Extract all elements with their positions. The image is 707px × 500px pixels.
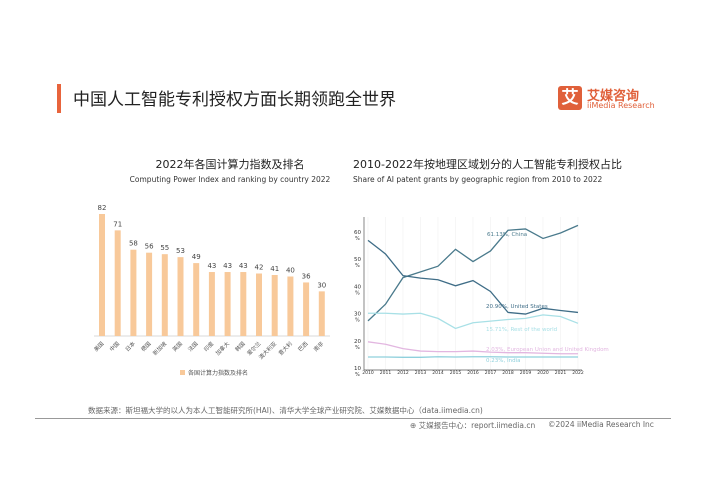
series-label: 2.03%, European Union and United Kingdom [486, 347, 609, 353]
y-tick-label: 50 [354, 257, 361, 263]
bar-value-label: 40 [286, 266, 295, 274]
globe-icon: ⊕ [410, 421, 419, 430]
bar-value-label: 58 [129, 240, 138, 248]
series-line [367, 224, 579, 322]
footer-report-text: 艾媒报告中心：report.iimedia.cn [418, 421, 536, 430]
bar [99, 214, 105, 336]
logo-text-cn: 艾媒咨询 [587, 89, 640, 104]
x-tick-label: 日本 [123, 339, 137, 353]
bar-value-label: 43 [223, 262, 232, 270]
bar [130, 249, 137, 336]
bar-value-label: 49 [192, 253, 201, 261]
bar-value-label: 41 [270, 265, 279, 273]
x-tick-label: 印度 [202, 339, 216, 353]
bar [303, 282, 310, 336]
bar-value-label: 30 [317, 281, 326, 289]
series-label: 15.71%, Rest of the world [486, 327, 557, 333]
x-tick-label: 南非 [312, 339, 326, 353]
line-chart-title: 2010-2022年按地理区域划分的人工智能专利授权占比 [353, 158, 622, 171]
x-tick-label: 2013 [415, 370, 427, 376]
y-tick-unit: % [355, 236, 360, 242]
y-tick-label: 20 [354, 339, 361, 345]
bar-chart-title: 2022年各国计算力指数及排名 [155, 158, 305, 171]
bar-value-label: 82 [98, 204, 107, 212]
x-tick-label: 加拿大 [214, 339, 232, 357]
x-tick-label: 韩国 [233, 339, 247, 353]
legend-label: 各国计算力指数及排名 [188, 369, 248, 377]
x-tick-label: 2011 [380, 370, 392, 376]
footer-copyright: ©2024 iiMedia Research Inc [548, 420, 654, 429]
series-label: 0.23%, India [486, 358, 520, 364]
y-tick-label: 60 [354, 230, 361, 236]
series-label: 20.90%, United States [486, 304, 548, 310]
logo-icon: 艾 [558, 86, 582, 110]
logo-text-en: iiMedia Research [587, 101, 655, 110]
bar [114, 230, 121, 336]
bar [287, 276, 294, 336]
y-tick-label: 30 [354, 312, 361, 318]
bar-chart-subtitle: Computing Power Index and ranking by cou… [129, 175, 331, 184]
x-tick-label: 美国 [92, 339, 106, 353]
bar-value-label: 55 [160, 244, 169, 252]
x-tick-label: 2012 [397, 370, 409, 376]
bar-value-label: 42 [255, 264, 264, 272]
series-line [367, 239, 579, 315]
y-tick-label: 10 [354, 366, 361, 372]
series-line [367, 341, 578, 355]
x-tick-label: 新加坡 [151, 339, 169, 357]
bar [161, 254, 168, 336]
x-tick-label: 2017 [485, 370, 497, 376]
bar [271, 275, 278, 336]
x-tick-label: 意大利 [276, 340, 293, 357]
footer-divider [35, 418, 671, 419]
x-tick-label: 2021 [555, 370, 567, 376]
bar [318, 291, 325, 336]
x-tick-label: 巴西 [297, 340, 310, 353]
x-tick-label: 2015 [450, 370, 462, 376]
bar-value-label: 71 [113, 220, 122, 228]
footer-report-link[interactable]: ⊕ 艾媒报告中心：report.iimedia.cn [410, 420, 535, 431]
x-tick-label: 法国 [186, 339, 200, 353]
bar [208, 272, 215, 336]
bar-value-label: 43 [239, 262, 248, 270]
bar [177, 257, 184, 336]
x-tick-label: 2018 [502, 370, 514, 376]
bar-value-label: 56 [145, 243, 154, 251]
y-tick-unit: % [355, 290, 360, 296]
x-tick-label: 2010 [362, 370, 374, 376]
bar-value-label: 43 [207, 262, 216, 270]
x-tick-label: 2020 [537, 370, 549, 376]
bar-value-label: 53 [176, 247, 185, 255]
x-tick-label: 2022 [572, 370, 584, 376]
y-tick-unit: % [355, 345, 360, 351]
series-line [368, 356, 578, 358]
series-label: 61.13%, China [487, 232, 527, 238]
x-tick-label: 2019 [520, 370, 532, 376]
x-tick-label: 中国 [108, 339, 122, 353]
title-accent-bar [57, 84, 61, 113]
source-note: 数据来源：斯坦福大学的以人为本人工智能研究所(HAI)、清华大学全球产业研究院、… [88, 406, 483, 415]
legend-swatch [180, 370, 185, 375]
y-tick-unit: % [355, 372, 360, 378]
bar [224, 272, 231, 336]
y-tick-unit: % [355, 263, 360, 269]
bar [256, 273, 262, 336]
line-chart-subtitle: Share of AI patent grants by geographic … [353, 175, 603, 184]
x-tick-label: 澳大利亚 [257, 339, 279, 361]
y-tick-label: 40 [354, 284, 361, 290]
series-line [368, 312, 579, 330]
y-tick-unit: % [355, 318, 360, 324]
x-tick-label: 2016 [467, 370, 479, 376]
bar [240, 272, 247, 336]
page-title: 中国人工智能专利授权方面长期领跑全世界 [73, 90, 396, 110]
bar [193, 263, 200, 336]
x-tick-label: 2014 [432, 370, 444, 376]
bar [146, 252, 153, 336]
x-tick-label: 英国 [170, 339, 184, 353]
x-tick-label: 德国 [139, 339, 153, 353]
bar-value-label: 36 [302, 272, 311, 280]
